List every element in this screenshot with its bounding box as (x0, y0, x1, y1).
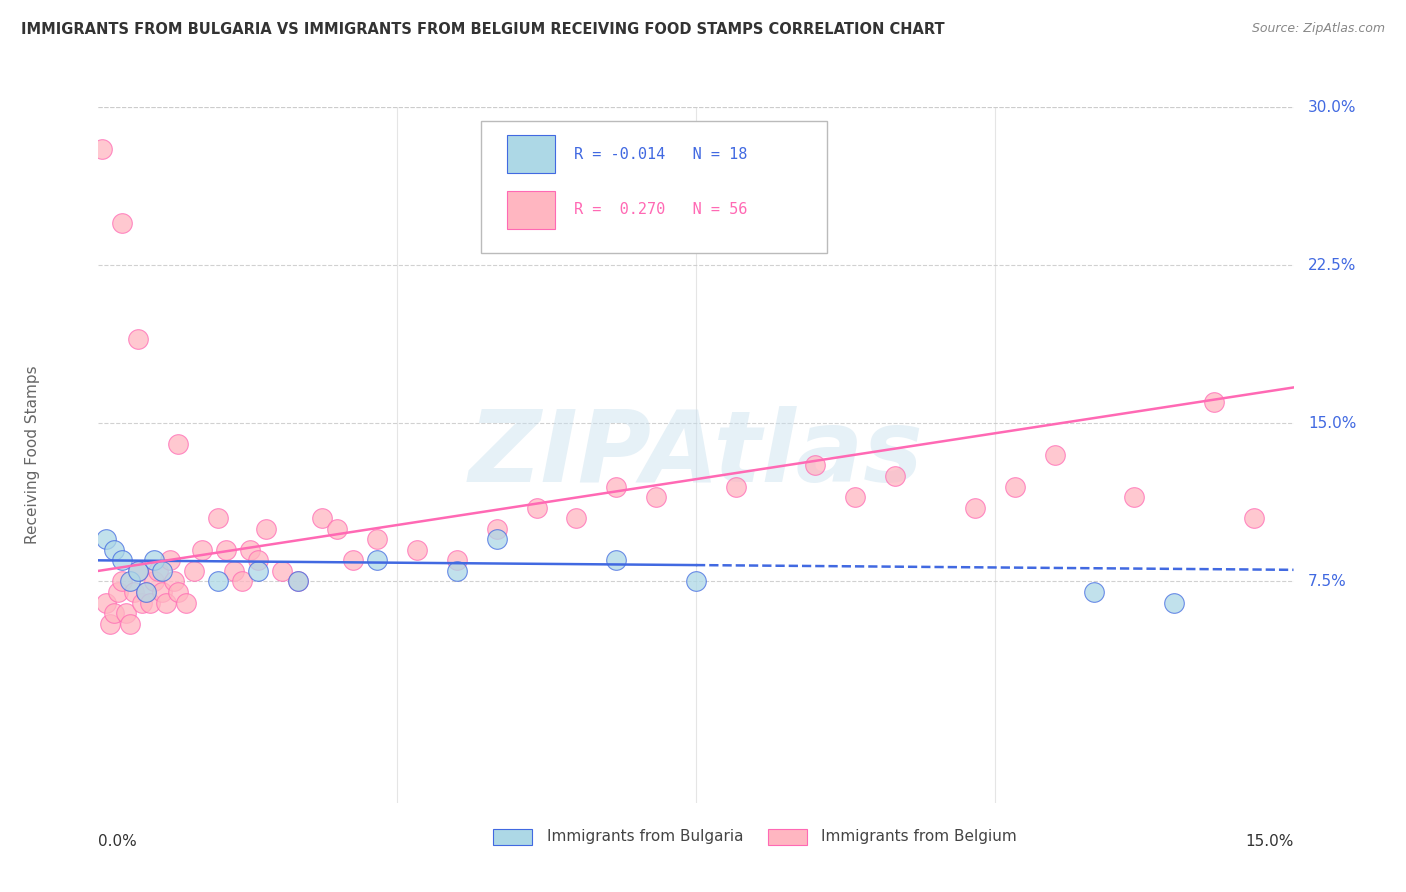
Text: 15.0%: 15.0% (1246, 834, 1294, 849)
Point (287, 574, 309, 589)
Point (115, 606, 138, 620)
Point (724, 479, 747, 493)
Point (215, 542, 238, 557)
Text: 30.0%: 30.0% (1308, 100, 1357, 114)
Text: Immigrants from Bulgaria: Immigrants from Bulgaria (547, 830, 744, 845)
FancyBboxPatch shape (508, 191, 555, 228)
Point (124, 585, 146, 599)
FancyBboxPatch shape (508, 135, 555, 173)
FancyBboxPatch shape (481, 121, 827, 253)
Point (222, 564, 245, 578)
Point (127, 564, 149, 578)
Point (103, 606, 125, 620)
Point (111, 216, 134, 230)
Point (1043, 448, 1066, 462)
Point (167, 585, 190, 599)
Text: 15.0%: 15.0% (1308, 416, 1357, 431)
Point (526, 500, 548, 515)
Point (91, 142, 114, 156)
Point (342, 553, 364, 567)
Point (326, 522, 349, 536)
Point (1004, 479, 1026, 493)
Point (135, 585, 157, 599)
Point (254, 522, 277, 536)
Point (366, 553, 388, 567)
Point (174, 595, 197, 609)
Text: Receiving Food Stamps: Receiving Food Stamps (25, 366, 41, 544)
Point (143, 553, 166, 567)
Point (685, 574, 707, 589)
Point (103, 542, 125, 557)
Point (1163, 595, 1185, 609)
Point (963, 500, 986, 515)
Point (96, 533, 118, 547)
Point (131, 595, 153, 609)
Point (155, 595, 177, 609)
Point (246, 564, 269, 578)
Text: 7.5%: 7.5% (1308, 574, 1347, 589)
Point (150, 564, 173, 578)
Text: 0.0%: 0.0% (98, 834, 138, 849)
Point (485, 522, 508, 536)
Point (804, 458, 827, 473)
Point (1243, 511, 1265, 525)
Text: R =  0.270   N = 56: R = 0.270 N = 56 (574, 202, 748, 217)
Point (148, 564, 170, 578)
Point (135, 585, 157, 599)
Point (366, 533, 388, 547)
Point (270, 564, 292, 578)
Point (1083, 585, 1105, 599)
Text: Immigrants from Belgium: Immigrants from Belgium (821, 830, 1017, 845)
Point (143, 574, 166, 589)
Text: Source: ZipAtlas.com: Source: ZipAtlas.com (1251, 22, 1385, 36)
Point (139, 595, 162, 609)
Text: IMMIGRANTS FROM BULGARIA VS IMMIGRANTS FROM BELGIUM RECEIVING FOOD STAMPS CORREL: IMMIGRANTS FROM BULGARIA VS IMMIGRANTS F… (21, 22, 945, 37)
Point (167, 437, 190, 451)
Point (207, 574, 229, 589)
FancyBboxPatch shape (494, 830, 533, 845)
FancyBboxPatch shape (768, 830, 807, 845)
Point (207, 511, 229, 525)
Point (645, 490, 668, 504)
Point (231, 574, 253, 589)
Point (565, 511, 588, 525)
Point (287, 574, 309, 589)
Point (120, 616, 142, 631)
Point (844, 490, 866, 504)
Point (239, 542, 262, 557)
Point (98, 616, 122, 631)
Point (884, 469, 907, 483)
Point (127, 332, 149, 346)
Point (111, 574, 134, 589)
Point (191, 542, 214, 557)
Text: 22.5%: 22.5% (1308, 258, 1357, 273)
Point (111, 553, 134, 567)
Point (446, 564, 468, 578)
Point (159, 553, 181, 567)
Point (1202, 395, 1225, 409)
Point (246, 553, 269, 567)
Point (311, 511, 333, 525)
Point (1123, 490, 1146, 504)
Point (107, 585, 129, 599)
Point (127, 564, 149, 578)
Text: ZIPAtlas: ZIPAtlas (468, 407, 924, 503)
Point (163, 574, 186, 589)
Point (120, 574, 142, 589)
Point (96, 595, 118, 609)
Point (150, 585, 173, 599)
Text: R = -0.014   N = 18: R = -0.014 N = 18 (574, 146, 748, 161)
Point (183, 564, 205, 578)
Point (605, 553, 627, 567)
Point (605, 479, 627, 493)
Point (485, 533, 508, 547)
Point (406, 542, 429, 557)
Point (446, 553, 468, 567)
